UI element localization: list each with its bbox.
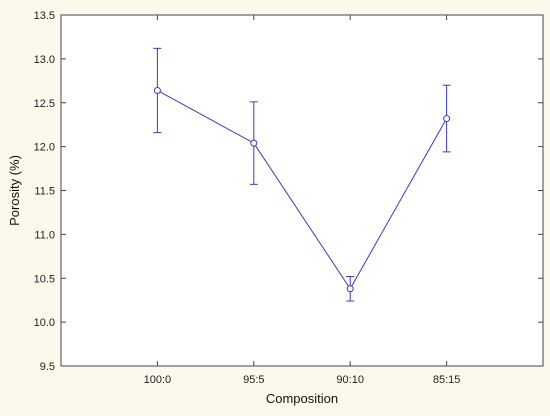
y-tick-label: 12.5 [34,98,55,110]
y-tick-label: 12.0 [34,142,55,154]
x-tick-label: 100:0 [144,374,172,386]
y-tick-label: 10.0 [34,317,55,329]
data-point [250,139,258,147]
data-point [346,285,354,293]
y-tick-label: 13.5 [34,10,55,22]
series-layer [153,47,451,302]
x-axis-label: Composition [266,391,338,406]
y-tick-label: 9.5 [40,361,55,373]
y-axis-label: Porosity (%) [7,155,22,226]
y-tick-label: 13.0 [34,54,55,66]
x-tick-label: 95:5 [243,374,264,386]
series-line [157,90,448,290]
y-tick-label: 10.5 [34,273,55,285]
y-axis-ticks: 9.5 10.0 10.5 11.0 11.5 12.0 12.5 13.0 13.5 [34,10,543,373]
y-tick-label: 11.5 [34,186,55,198]
y-tick-label: 11.0 [34,229,55,241]
x-tick-label: 90:10 [336,374,364,386]
data-point [443,115,451,123]
x-axis-ticks: 100:0 95:5 90:10 85:15 [144,15,461,386]
data-point [153,86,161,94]
plot-area [60,14,544,367]
x-tick-label: 85:15 [433,374,461,386]
